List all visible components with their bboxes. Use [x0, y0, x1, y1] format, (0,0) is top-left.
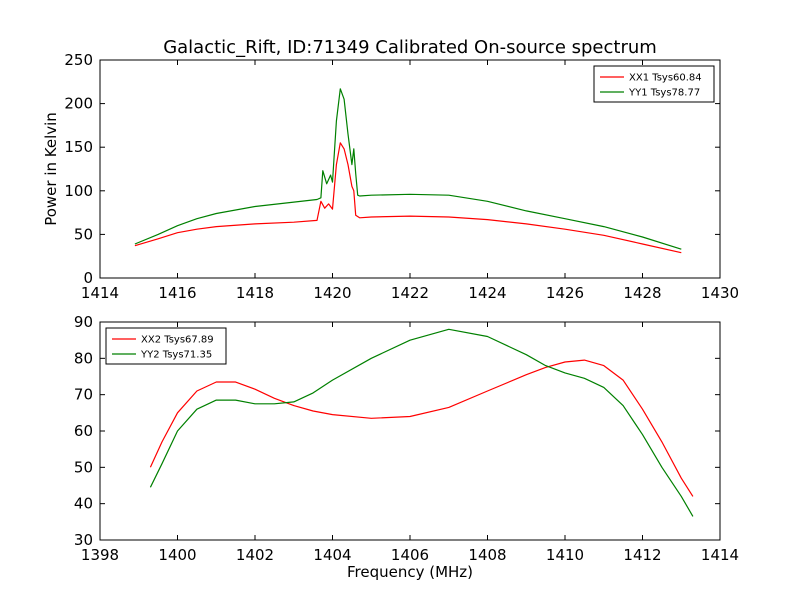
top-legend-label-1: XX1 Tsys60.84 [629, 73, 702, 84]
top-y-tick-label: 200 [64, 95, 93, 113]
bottom-legend-label-2: YY2 Tsys71.35 [140, 350, 212, 361]
figure-title: Galactic_Rift, ID:71349 Calibrated On-so… [163, 37, 657, 58]
bottom-panel: 1398 1400 1402 1404 1406 1408 1410 1412 1414 30 40… [74, 313, 739, 564]
bottom-series-line-1 [149, 359, 694, 497]
bottom-series-line-2 [149, 328, 694, 517]
bottom-y-tick-label: 60 [74, 422, 93, 440]
bottom-x-tick-label: 1414 [701, 546, 739, 564]
top-y-tick-label: 0 [83, 269, 93, 287]
bottom-x-tick-label: 1408 [468, 546, 506, 564]
bottom-y-tick-label: 90 [74, 313, 93, 331]
top-x-tick-label: 1420 [313, 284, 351, 302]
top-x-tick-label: 1424 [468, 284, 506, 302]
x-axis-label: Frequency (MHz) [347, 563, 473, 581]
bottom-x-tick-label: 1398 [81, 546, 119, 564]
top-legend: XX1 Tsys60.84 YY1 Tsys78.77 [593, 65, 715, 103]
top-x-tick-label: 1414 [81, 284, 119, 302]
bottom-legend-box [105, 327, 227, 365]
bottom-y-tick-label: 40 [74, 495, 93, 513]
top-x-tick-label: 1430 [701, 284, 739, 302]
bottom-y-tick-label: 80 [74, 349, 93, 367]
bottom-x-tick-label: 1406 [391, 546, 429, 564]
top-x-tick-label: 1428 [623, 284, 661, 302]
bottom-x-tick-label: 1412 [623, 546, 661, 564]
top-panel: 1414 1416 1418 1420 1422 1424 1426 1428 1430 0 50 1… [64, 51, 739, 302]
bottom-y-tick-label: 30 [74, 531, 93, 549]
top-series-line-2 [134, 88, 682, 250]
bottom-y-tick-label: 50 [74, 458, 93, 476]
top-x-tick-label: 1422 [391, 284, 429, 302]
bottom-x-tick-label: 1410 [546, 546, 584, 564]
top-legend-box [593, 65, 715, 103]
top-y-tick-label: 150 [64, 138, 93, 156]
y-axis-label: Power in Kelvin [42, 112, 60, 226]
top-x-tick-label: 1416 [158, 284, 196, 302]
top-legend-label-2: YY1 Tsys78.77 [628, 88, 700, 99]
bottom-x-tick-label: 1400 [158, 546, 196, 564]
top-y-tick-label: 100 [64, 182, 93, 200]
top-y-tick-label: 250 [64, 51, 93, 69]
bottom-legend-label-1: XX2 Tsys67.89 [141, 335, 214, 346]
top-x-tick-label: 1426 [546, 284, 584, 302]
top-x-tick-label: 1418 [236, 284, 274, 302]
bottom-legend: XX2 Tsys67.89 YY2 Tsys71.35 [105, 327, 227, 365]
top-y-tick-label: 50 [74, 225, 93, 243]
bottom-y-tick-label: 70 [74, 386, 93, 404]
bottom-x-tick-label: 1402 [236, 546, 274, 564]
top-series-line-1 [134, 142, 682, 254]
bottom-x-tick-label: 1404 [313, 546, 351, 564]
